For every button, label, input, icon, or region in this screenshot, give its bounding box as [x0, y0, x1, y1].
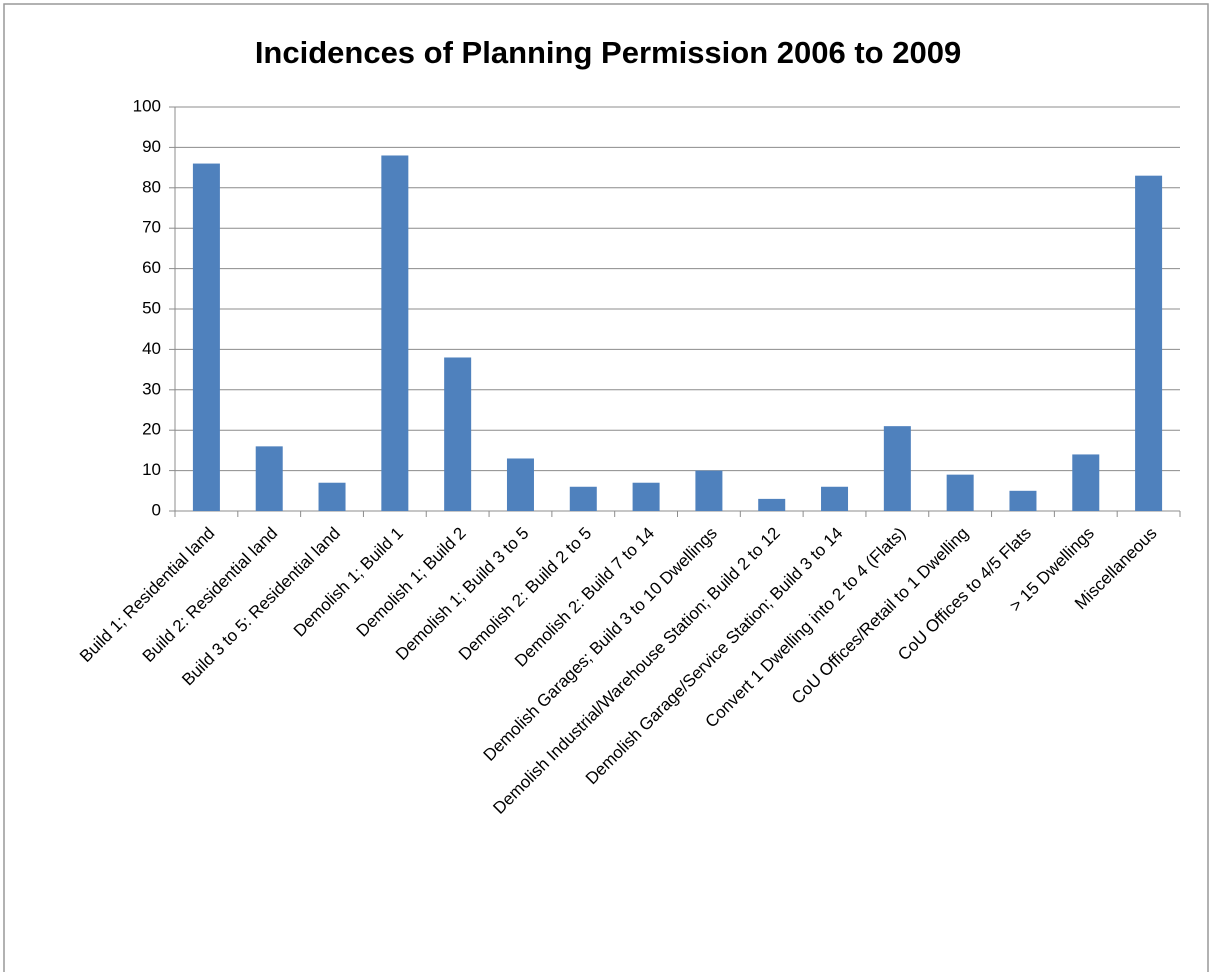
bar — [883, 426, 911, 511]
bar — [946, 474, 974, 511]
chart-title: Incidences of Planning Permission 2006 t… — [255, 35, 961, 70]
bar — [255, 446, 283, 511]
chart-frame — [3, 3, 1209, 972]
y-tick-label: 10 — [142, 460, 161, 479]
bar — [1135, 175, 1163, 511]
bar — [318, 482, 346, 511]
bar — [569, 486, 597, 511]
bar — [506, 458, 534, 511]
bar — [1009, 490, 1037, 511]
bar — [444, 357, 472, 511]
bar — [821, 486, 849, 511]
bar — [381, 155, 409, 512]
bar — [1072, 454, 1100, 511]
y-tick-label: 50 — [142, 298, 161, 317]
y-tick-label: 30 — [142, 379, 161, 398]
bar — [758, 498, 786, 511]
y-tick-label: 20 — [142, 420, 161, 439]
y-tick-label: 70 — [142, 218, 161, 237]
y-tick-label: 0 — [152, 500, 161, 519]
y-tick-label: 90 — [142, 137, 161, 156]
bar — [632, 482, 660, 511]
bar — [695, 470, 723, 511]
y-tick-label: 60 — [142, 258, 161, 277]
y-tick-label: 40 — [142, 339, 161, 358]
y-tick-label: 80 — [142, 177, 161, 196]
y-tick-label: 100 — [133, 96, 161, 115]
bar — [192, 163, 220, 511]
